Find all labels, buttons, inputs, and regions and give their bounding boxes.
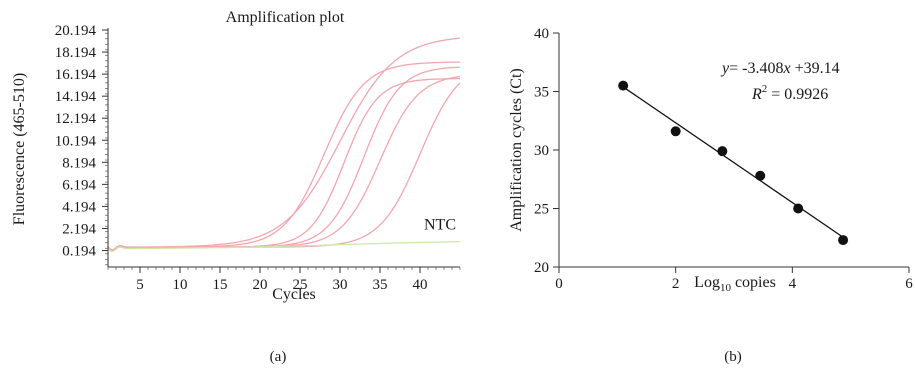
y-tick-label: 2.194: [62, 221, 96, 237]
x-tick-label: 15: [213, 277, 228, 293]
y-tick-label: 6.194: [62, 177, 96, 193]
x-tick-label: 40: [413, 277, 428, 293]
chart-a-y-ticks: 0.194 2.194 4.194 6.194 8.194 10.194 12.194 14.…: [55, 23, 108, 266]
amplification-curves: [107, 37, 461, 253]
amplification-plot-panel: Amplification plot 0.194 2.194 4.194 6.194 8…: [11, 9, 461, 365]
chart-b-y-ticks: 20 25 30 35 40: [534, 26, 559, 276]
x-tick-label: 4: [789, 276, 797, 292]
y-tick-label: 35: [534, 85, 549, 101]
y-tick-label: 16.194: [55, 67, 97, 83]
data-point: [670, 126, 681, 137]
x-tick-label: 20: [253, 277, 268, 293]
regression-equation: y= -3.408x +39.14: [720, 60, 840, 77]
x-tick-label: 6: [905, 276, 913, 292]
data-points: [618, 80, 849, 246]
regression-line: [622, 86, 844, 238]
y-tick-label: 10.194: [55, 133, 97, 149]
panel-b-label: (b): [724, 349, 742, 365]
y-tick-label: 40: [534, 26, 549, 42]
amplification-curve: [107, 75, 461, 251]
data-point: [717, 146, 728, 157]
x-tick-label: 10: [173, 277, 188, 293]
x-tick-label: 0: [555, 276, 563, 292]
y-tick-label: 20.194: [55, 23, 97, 39]
chart-b-x-ticks: 0 2 4 6: [555, 267, 913, 292]
y-tick-label: 18.194: [55, 45, 97, 61]
chart-b-x-label: Log10 copies: [694, 274, 776, 294]
chart-a-x-label: Cycles: [272, 286, 316, 303]
data-point: [793, 203, 804, 214]
x-tick-label: 35: [373, 277, 388, 293]
y-tick-label: 14.194: [55, 89, 97, 105]
amplification-curve: [107, 241, 461, 253]
y-tick-label: 12.194: [55, 111, 97, 127]
r-squared-text: R2 = 0.9926: [751, 83, 828, 103]
chart-b-y-label: Amplification cycles (Ct): [508, 68, 525, 232]
data-point: [838, 235, 849, 246]
y-tick-label: 8.194: [62, 155, 96, 171]
x-tick-label: 30: [333, 277, 348, 293]
ntc-annotation: NTC: [424, 217, 456, 234]
data-point: [755, 170, 766, 181]
chart-a-y-label: Fluorescence (465-510): [11, 73, 28, 225]
y-tick-label: 0.194: [62, 244, 96, 260]
x-tick-label: 25: [293, 277, 308, 293]
chart-a-title: Amplification plot: [226, 9, 345, 26]
y-tick-label: 4.194: [62, 199, 96, 215]
amplification-curve: [107, 37, 461, 251]
chart-a-x-ticks: 5 10 15 20 25 30 35 40: [107, 267, 461, 293]
data-point: [618, 80, 629, 91]
y-tick-label: 25: [534, 202, 549, 218]
panel-a-label: (a): [270, 349, 287, 365]
y-tick-label: 30: [534, 143, 549, 159]
y-tick-label: 20: [534, 260, 549, 276]
x-tick-label: 2: [672, 276, 680, 292]
x-tick-label: 5: [136, 277, 144, 293]
standard-curve-panel: 20 25 30 35 40 0 2 4 6 y= -3.408x +39.14 R2 = 0…: [508, 26, 913, 365]
